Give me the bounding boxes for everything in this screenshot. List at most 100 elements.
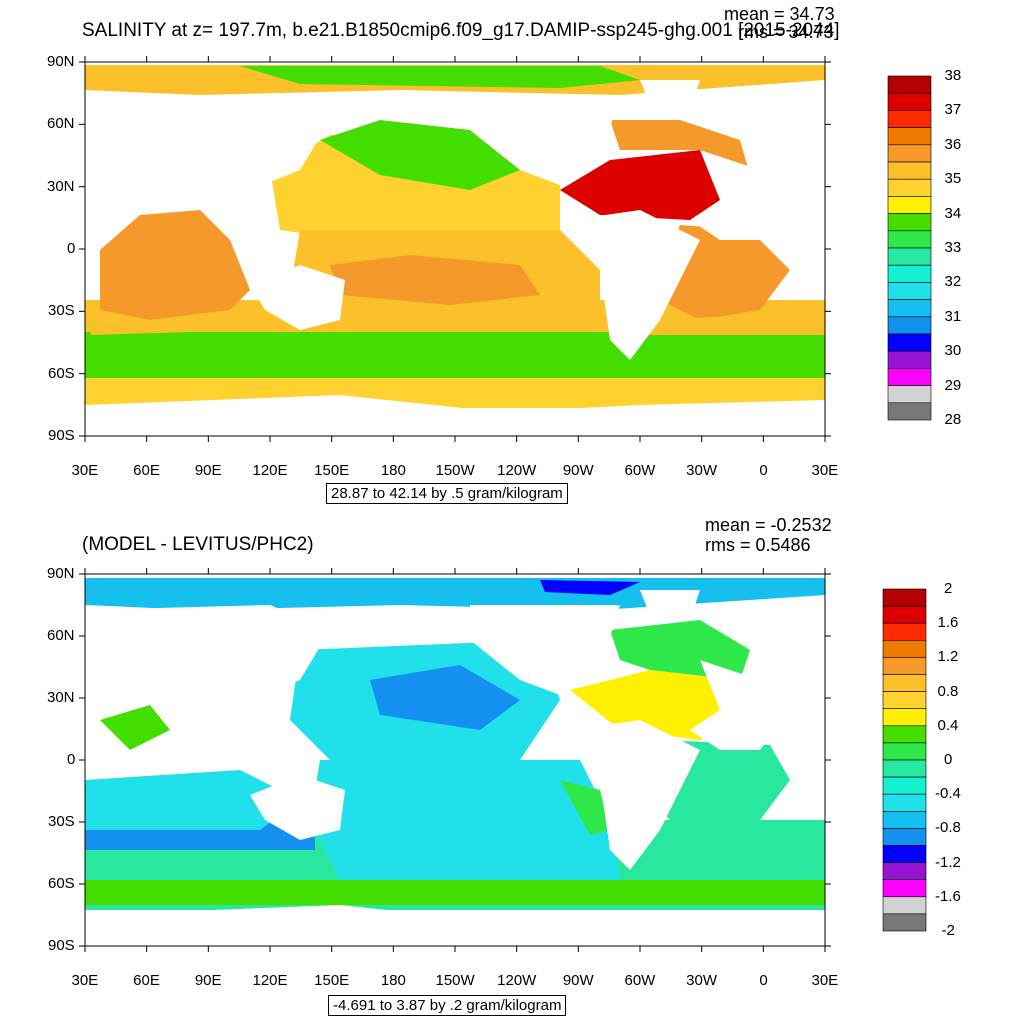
- bottom-lon-label-5: 180: [380, 972, 406, 989]
- top-lon-label-8: 90W: [562, 462, 594, 479]
- top-rms-stat: rms = 34.73: [738, 22, 834, 42]
- top-panel-title: SALINITY at z= 197.7m, b.e21.B1850cmip6.…: [82, 20, 840, 41]
- top-lon-label-5: 180: [380, 462, 406, 479]
- top-lat-label-2: 30N: [47, 177, 75, 195]
- top-contour-note: 28.87 to 42.14 by .5 gram/kilogram: [326, 483, 568, 504]
- bottom-colorbar-label-0: 2: [944, 580, 953, 597]
- top-colorbar-swatch: [887, 299, 932, 318]
- top-mean-stat: mean = 34.73: [724, 4, 835, 24]
- bottom-colorbar-swatch: [882, 657, 927, 675]
- top-colorbar-swatch: [887, 350, 932, 369]
- bottom-lon-label-7: 120W: [497, 972, 537, 989]
- bottom-panel-title: (MODEL - LEVITUS/PHC2): [82, 534, 314, 555]
- bottom-lat-label-3: 0: [67, 751, 76, 768]
- top-colorbar-swatch: [887, 402, 932, 421]
- top-colorbar-swatch: [887, 196, 932, 214]
- top-colorbar-swatch: [887, 230, 932, 249]
- bottom-colorbar-label-1: 1.6: [937, 614, 959, 632]
- top-colorbar-swatch: [887, 247, 932, 266]
- bottom-lat-label-0: 90N: [47, 565, 75, 582]
- top-colorbar-swatch: [887, 92, 932, 111]
- top-lat-label-4: 30S: [48, 302, 75, 320]
- bottom-colorbar-swatch: [882, 725, 927, 744]
- bottom-colorbar-swatch: [882, 828, 927, 846]
- top-colorbar-label-10: 28: [944, 411, 962, 428]
- top-colorbar-label-1: 37: [944, 101, 962, 119]
- top-lat-label-5: 60S: [48, 364, 75, 382]
- bottom-colorbar-swatch: [882, 879, 927, 898]
- bottom-colorbar-swatch: [882, 691, 927, 709]
- bottom-colorbar-swatch: [882, 639, 927, 658]
- bottom-lon-label-8: 90W: [562, 972, 594, 989]
- bottom-colorbar-swatch: [882, 708, 927, 727]
- bottom-colorbar-label-9: -1.6: [935, 887, 961, 905]
- bottom-colorbar-swatch: [882, 674, 927, 692]
- bottom-lon-label-12: 30E: [811, 972, 839, 989]
- top-colorbar-label-0: 38: [944, 67, 962, 84]
- bottom-lon-label-4: 150E: [314, 972, 350, 989]
- bottom-lon-label-2: 90E: [194, 972, 222, 989]
- top-lon-label-4: 150E: [314, 462, 350, 479]
- axis-ticks: [79, 56, 831, 952]
- top-colorbar-label-4: 34: [944, 204, 962, 222]
- bottom-colorbar: [882, 588, 927, 932]
- top-colorbar-swatch: [887, 127, 932, 146]
- bottom-colorbar-swatch: [882, 913, 927, 932]
- bottom-lon-label-9: 60W: [624, 972, 656, 989]
- bottom-lon-label-10: 30W: [686, 972, 717, 989]
- top-colorbar-swatch: [887, 161, 932, 180]
- top-lon-label-6: 150W: [435, 462, 475, 479]
- top-colorbar: [887, 75, 932, 421]
- bottom-colorbar-label-2: 1.2: [937, 648, 959, 666]
- top-colorbar-label-6: 32: [944, 273, 962, 291]
- bottom-colorbar-swatch: [882, 862, 927, 880]
- bottom-colorbar-label-8: -1.2: [935, 853, 961, 871]
- bottom-lat-label-4: 30S: [48, 813, 75, 830]
- bottom-lat-label-1: 60N: [47, 627, 75, 644]
- top-colorbar-swatch: [887, 282, 932, 300]
- top-colorbar-swatch: [887, 316, 932, 335]
- top-colorbar-swatch: [887, 385, 932, 404]
- bottom-lat-label-5: 60S: [48, 875, 75, 892]
- bottom-colorbar-swatch: [882, 605, 927, 624]
- bottom-colorbar-swatch: [882, 588, 927, 607]
- bottom-rms-stat: rms = 0.5486: [705, 535, 811, 555]
- top-lon-label-3: 120E: [252, 462, 288, 479]
- top-lat-label-6: 90S: [48, 427, 75, 444]
- top-colorbar-label-7: 31: [944, 307, 962, 325]
- top-lat-label-3: 0: [67, 240, 76, 257]
- top-colorbar-label-8: 30: [944, 342, 962, 360]
- bottom-colorbar-label-3: 0.8: [937, 682, 959, 700]
- bottom-lon-label-11: 0: [759, 972, 768, 989]
- top-lon-label-11: 0: [759, 462, 768, 479]
- bottom-colorbar-swatch: [882, 896, 927, 915]
- top-lat-label-1: 60N: [47, 115, 75, 133]
- bottom-mean-stat: mean = -0.2532: [705, 515, 832, 535]
- top-salinity-map: [85, 62, 825, 436]
- top-lon-label-12: 30E: [811, 462, 839, 479]
- bottom-contour-note: -4.691 to 3.87 by .2 gram/kilogram: [328, 995, 567, 1016]
- top-colorbar-swatch: [887, 144, 932, 163]
- bottom-lon-label-6: 150W: [435, 972, 475, 989]
- top-colorbar-swatch: [887, 213, 932, 232]
- top-colorbar-swatch: [887, 110, 932, 128]
- bottom-difference-map: [85, 574, 825, 946]
- bottom-colorbar-label-6: -0.4: [935, 785, 961, 803]
- bottom-lon-label-0: 30E: [71, 972, 99, 989]
- bottom-colorbar-swatch: [882, 845, 927, 863]
- top-colorbar-swatch: [887, 178, 932, 197]
- top-colorbar-swatch: [887, 75, 932, 94]
- bottom-lat-label-2: 30N: [47, 689, 75, 706]
- top-lon-label-0: 30E: [71, 462, 99, 479]
- top-colorbar-label-9: 29: [944, 376, 962, 394]
- bottom-colorbar-swatch: [882, 742, 927, 761]
- top-colorbar-label-3: 35: [944, 170, 962, 188]
- bottom-lon-label-3: 120E: [252, 972, 288, 989]
- bottom-colorbar-swatch: [882, 759, 927, 778]
- bottom-lat-label-6: 90S: [48, 937, 75, 954]
- top-colorbar-label-2: 36: [944, 135, 962, 153]
- bottom-colorbar-label-7: -0.8: [935, 819, 961, 837]
- bottom-lon-label-1: 60E: [133, 972, 160, 989]
- top-lon-label-1: 60E: [133, 462, 160, 479]
